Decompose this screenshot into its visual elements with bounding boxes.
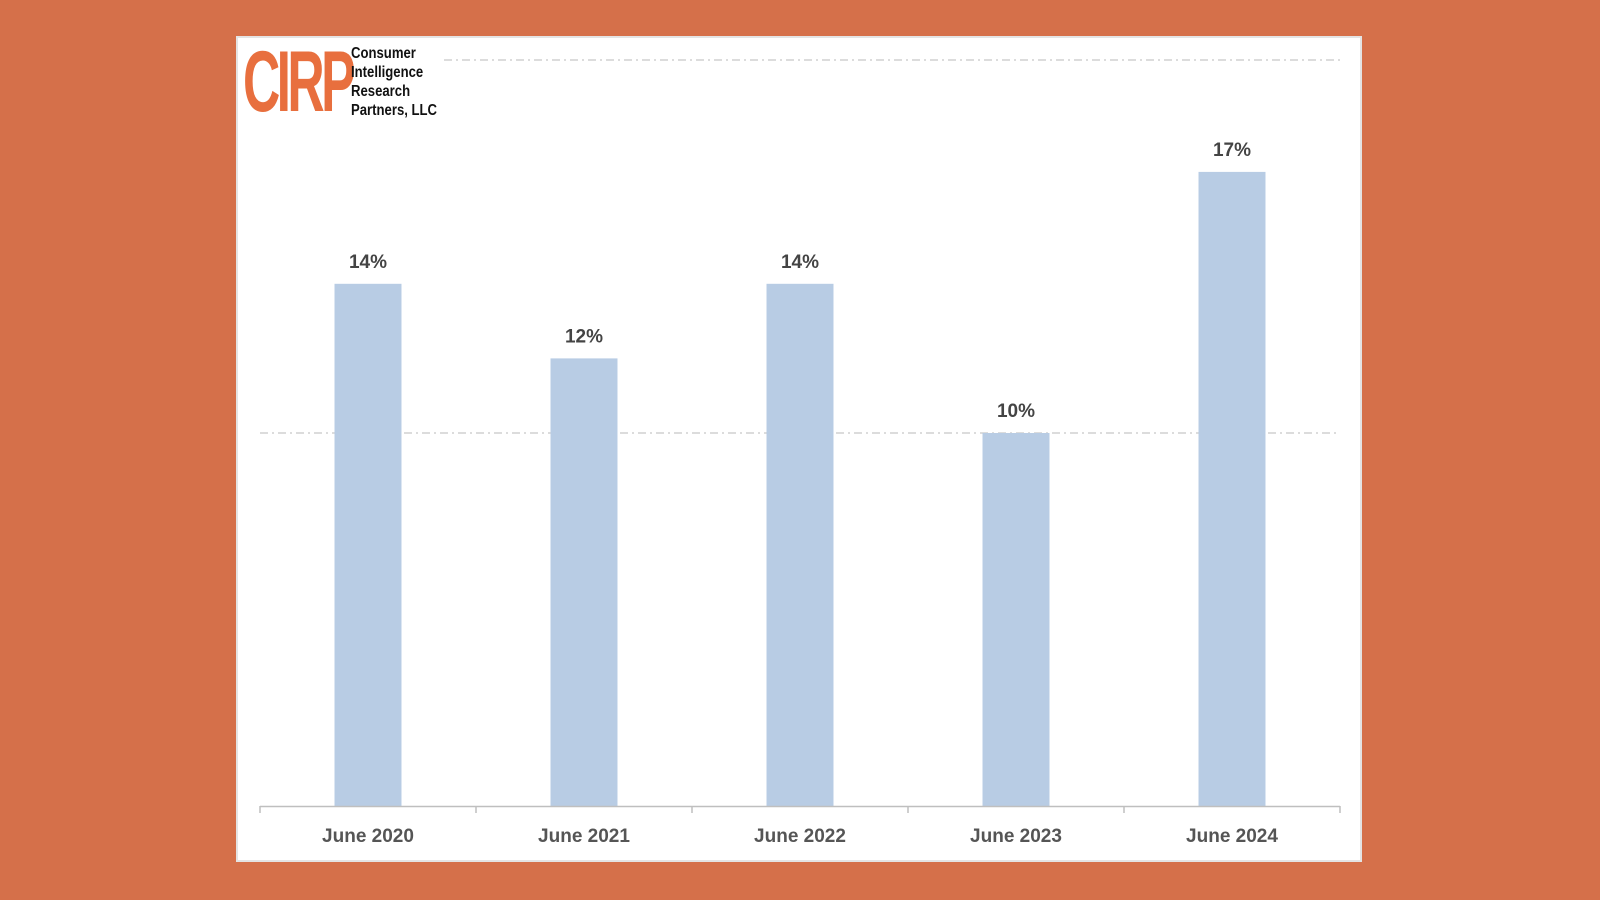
logo-mark: CIRP [243, 34, 355, 130]
bar-2 [550, 358, 618, 806]
logo-line-3: Research [351, 83, 411, 100]
data-label-1: 14% [349, 252, 387, 273]
logo-line-4: Partners, LLC [351, 102, 438, 119]
bar-1 [334, 283, 402, 806]
bar-3 [766, 283, 834, 806]
cirp-logo: CIRP Consumer Intelligence Research Part… [243, 34, 456, 130]
x-tick-label-1: June 2020 [322, 826, 414, 847]
logo-text: Consumer Intelligence Research Partners,… [351, 44, 437, 120]
x-tick-label-2: June 2021 [538, 826, 630, 847]
logo-line-2: Intelligence [351, 64, 424, 81]
x-tick-label-4: June 2023 [970, 826, 1062, 847]
bar-5 [1198, 171, 1266, 806]
x-tick-label-3: June 2022 [754, 826, 846, 847]
data-label-5: 17% [1213, 140, 1251, 161]
data-label-2: 12% [565, 326, 603, 347]
x-tick-label-5: June 2024 [1186, 826, 1278, 847]
bar-4 [982, 433, 1050, 806]
logo-line-1: Consumer [351, 45, 416, 62]
data-label-3: 14% [781, 252, 819, 273]
data-label-4: 10% [997, 401, 1035, 422]
